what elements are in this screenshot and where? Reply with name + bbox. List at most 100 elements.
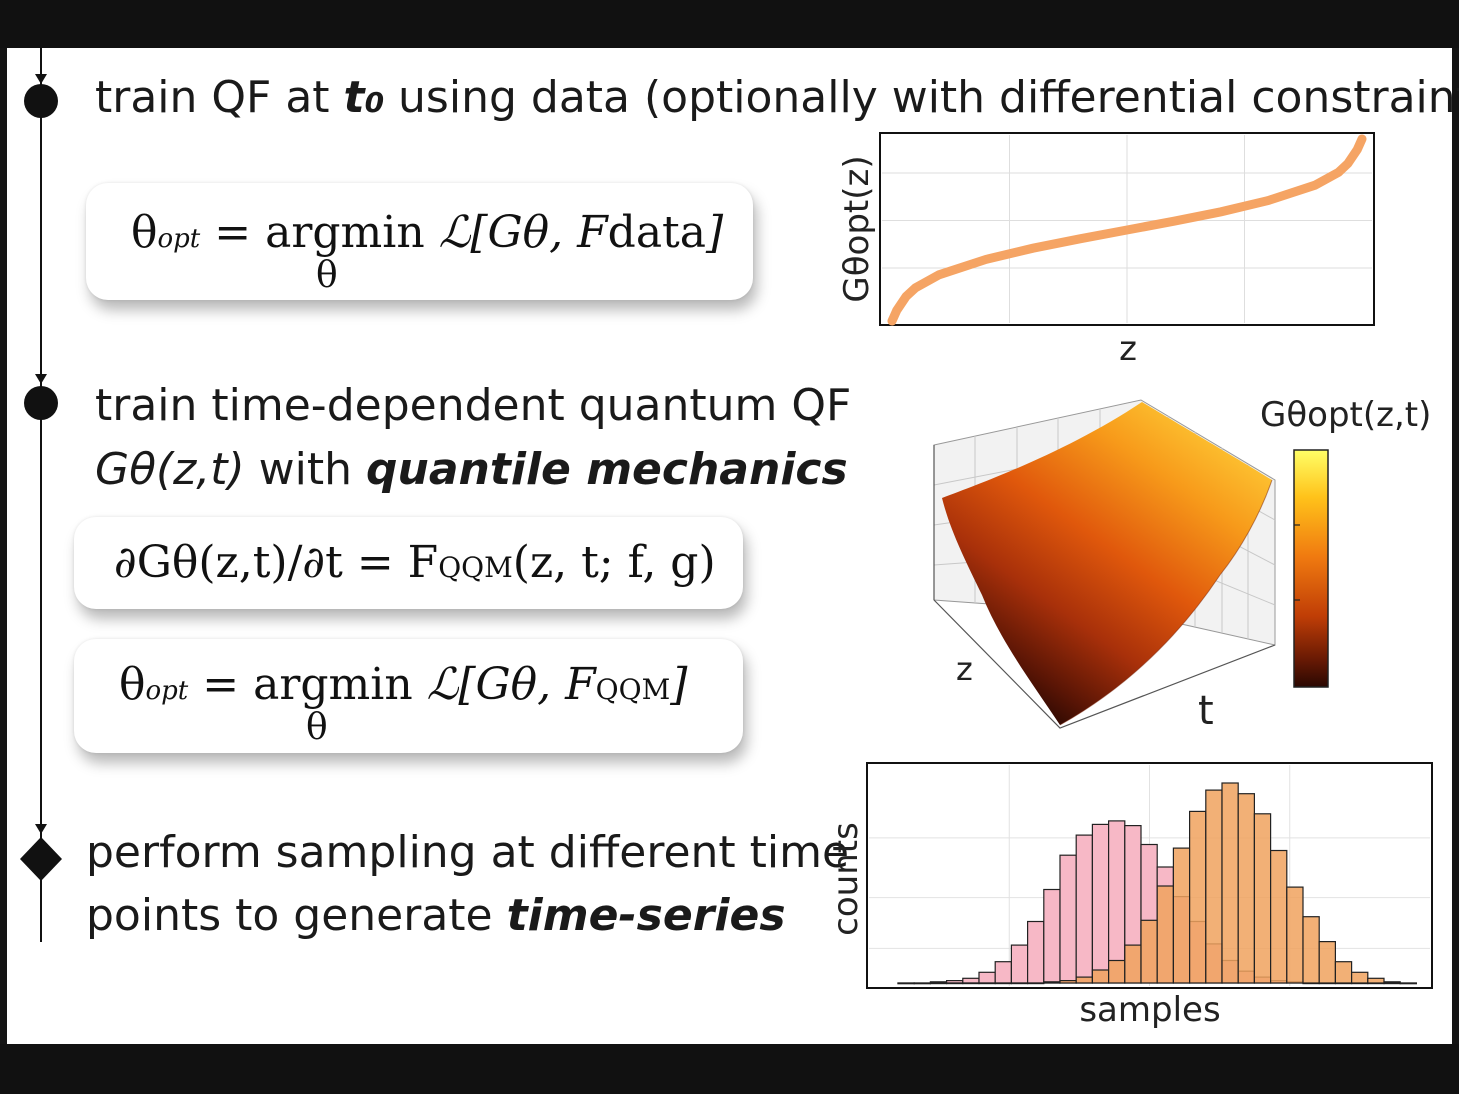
f1-eq: = argmin xyxy=(200,207,439,258)
histogram-bar-series-2 xyxy=(1140,919,1158,984)
top-bar xyxy=(0,0,1459,48)
step-2-bold: quantile mechanics xyxy=(366,444,848,495)
step-1-var: t xyxy=(343,72,365,123)
f3-eq: = argmin xyxy=(188,659,427,710)
formula-2: ∂Gθ(z,t)/∂t = FQQM(z, t; f, g) xyxy=(114,537,716,588)
histogram-bar-series-2 xyxy=(1383,981,1401,984)
bottom-bar xyxy=(0,1044,1459,1094)
histogram-bar-series-2 xyxy=(1172,847,1191,984)
formula-box-2: ∂Gθ(z,t)/∂t = FQQM(z, t; f, g) xyxy=(74,517,743,609)
histogram-bar-series-2 xyxy=(1237,793,1256,984)
histogram-bar-series-2 xyxy=(962,982,980,985)
chart3-ylabel: counts xyxy=(826,822,866,936)
f2-rhs: (z, t; f, g) xyxy=(512,537,716,588)
f2-F: F xyxy=(407,537,439,588)
chart2-colorbar-label: Gθopt(z,t) xyxy=(1260,395,1431,435)
histogram-bar-series-2 xyxy=(1350,971,1369,984)
f1-theta: θ xyxy=(131,207,158,258)
histogram-bar-series-2 xyxy=(1010,982,1029,985)
step-1-pre: train QF at xyxy=(95,72,344,123)
f3-opt: opt xyxy=(145,676,189,706)
histogram-bar-series-2 xyxy=(1334,961,1353,984)
surface-3d-chart: z t Gθopt(z,t) xyxy=(933,395,1431,730)
f3-under: θ xyxy=(306,707,328,748)
chart3-xlabel: samples xyxy=(1079,990,1220,1030)
step-3-line-1: perform sampling at different time xyxy=(86,827,850,878)
histogram-bar-series-2 xyxy=(1059,980,1077,984)
f1-data: data xyxy=(607,207,706,258)
step-2-line-2: Gθ(z,t) with quantile mechanics xyxy=(95,438,848,502)
histogram-bar-series-2 xyxy=(1302,916,1320,984)
f3-close: ] xyxy=(670,659,688,710)
histogram-bar-series-2 xyxy=(1091,969,1110,984)
timeline-arrow-3-icon xyxy=(35,824,47,834)
step-2-func: Gθ(z,t) xyxy=(95,444,245,495)
histogram-bar-series-2 xyxy=(1253,813,1272,984)
histogram-bar-series-1 xyxy=(978,971,996,984)
f3-theta: θ xyxy=(119,659,146,710)
formula-box-1: θopt = argmin ℒ[Gθ, Fdata] θ xyxy=(86,183,753,300)
timeline-node-1-icon xyxy=(24,84,58,118)
timeline-node-2-icon xyxy=(24,386,58,420)
histogram-bar-series-1 xyxy=(962,977,980,984)
histogram-bar-series-1 xyxy=(1043,888,1061,984)
timeline-end-diamond-icon xyxy=(20,837,62,881)
f1-L: ℒ xyxy=(438,207,471,258)
timeline-arrow-2-icon xyxy=(35,374,47,384)
histogram-bar-series-2 xyxy=(1270,849,1288,984)
histogram-bar-series-2 xyxy=(1189,810,1207,984)
histogram-bar-series-1 xyxy=(1091,823,1110,984)
histogram-bar-series-2 xyxy=(1318,941,1337,984)
f2-lhs: ∂Gθ(z,t)/∂t = xyxy=(114,537,408,588)
f1-opt: opt xyxy=(157,224,201,254)
chart1-ylabel: Gθopt(z) xyxy=(837,155,877,302)
step-3-bold: time-series xyxy=(506,890,786,941)
chart2-tlabel: t xyxy=(1198,688,1214,730)
chart1-xlabel: z xyxy=(1119,329,1137,369)
chart2-surface xyxy=(942,402,1272,725)
histogram-bar-series-1 xyxy=(1075,834,1094,984)
histogram-bar-series-2 xyxy=(1205,789,1223,984)
f2-qqm: QQM xyxy=(438,551,513,584)
f3-L: ℒ xyxy=(426,659,459,710)
histogram-bar-series-2 xyxy=(897,982,915,985)
f1-close: ] xyxy=(705,207,724,258)
histogram-bar-series-2 xyxy=(1027,982,1045,985)
histogram-bar-series-1 xyxy=(1010,944,1029,984)
histogram-bar-series-2 xyxy=(1286,886,1304,984)
timeline xyxy=(20,48,62,942)
step-3-pre: points to generate xyxy=(86,890,507,941)
f3-qqm: QQM xyxy=(595,673,671,706)
step-1-var-sub: 0 xyxy=(364,86,385,119)
chart2-zlabel: z xyxy=(956,650,973,688)
histogram-bar-series-1 xyxy=(994,961,1012,984)
chart1-ylabel-text: Gθopt(z) xyxy=(837,155,877,302)
histogram-bar-series-2 xyxy=(1075,976,1094,984)
histogram-bar-series-2 xyxy=(945,982,964,985)
f3-args: [Gθ, F xyxy=(458,659,596,710)
histogram-bar-series-2 xyxy=(994,982,1012,985)
step-2-line-1: train time-dependent quantum QF xyxy=(95,380,852,431)
histogram-bar-series-1 xyxy=(1059,854,1077,984)
step-1-post: using data (optionally with differential… xyxy=(384,72,1459,123)
histogram-bar-series-1 xyxy=(1027,920,1045,984)
histogram-bar-series-2 xyxy=(1124,944,1142,984)
formula-box-3: θopt = argmin ℒ[Gθ, FQQM] θ xyxy=(74,639,743,753)
formula-1: θopt = argmin ℒ[Gθ, Fdata] xyxy=(131,207,723,258)
timeline-arrow-1-icon xyxy=(35,74,47,84)
chart2-axes xyxy=(933,445,1276,729)
histogram-bar-series-2 xyxy=(1367,977,1385,984)
histogram-bar-series-2 xyxy=(913,982,931,985)
histogram-bar-series-2 xyxy=(1043,981,1061,984)
step-2-mid: with xyxy=(244,444,367,495)
formula-3: θopt = argmin ℒ[Gθ, FQQM] xyxy=(119,659,687,710)
histogram-bar-series-2 xyxy=(1108,959,1126,984)
chart3-bars xyxy=(897,782,1418,985)
histogram-chart: samples counts xyxy=(826,762,1433,1030)
histogram-bar-series-2 xyxy=(1221,782,1239,984)
histogram-bar-series-1 xyxy=(1108,820,1126,984)
histogram-bar-series-2 xyxy=(929,982,948,985)
histogram-bar-series-2 xyxy=(978,982,996,985)
chart2-colorbar xyxy=(1293,449,1329,688)
f1-under: θ xyxy=(316,255,338,296)
